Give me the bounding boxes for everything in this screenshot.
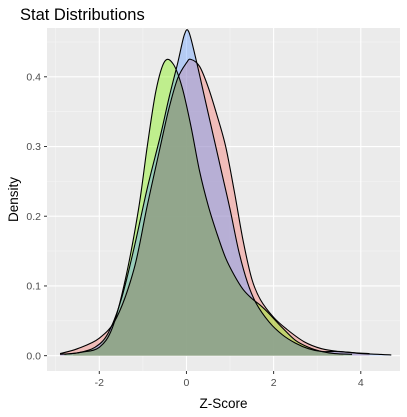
x-tick-label: 4 [358, 377, 364, 389]
x-tick-label: -2 [95, 377, 104, 389]
overlap-region [73, 77, 344, 356]
y-axis-ticks: 0.0 0.1 0.2 0.3 0.4 [26, 71, 47, 362]
overlap-area [73, 77, 344, 356]
x-axis-ticks: -2 0 2 4 [95, 371, 364, 389]
y-tick-label: 0.0 [26, 350, 41, 362]
y-tick-label: 0.4 [26, 71, 41, 83]
x-tick-label: 2 [271, 377, 277, 389]
density-outline-1 [59, 58, 370, 355]
y-tick-label: 0.3 [26, 141, 41, 153]
y-axis-title: Density [6, 177, 21, 222]
density-outlines [59, 29, 392, 356]
x-axis-title: Z-Score [199, 396, 247, 411]
y-tick-label: 0.1 [26, 281, 41, 293]
chart-title: Stat Distributions [20, 6, 145, 24]
density-outline-2 [64, 58, 353, 355]
density-outline-3 [60, 29, 392, 356]
y-tick-label: 0.2 [26, 211, 41, 223]
x-tick-label: 0 [184, 377, 190, 389]
